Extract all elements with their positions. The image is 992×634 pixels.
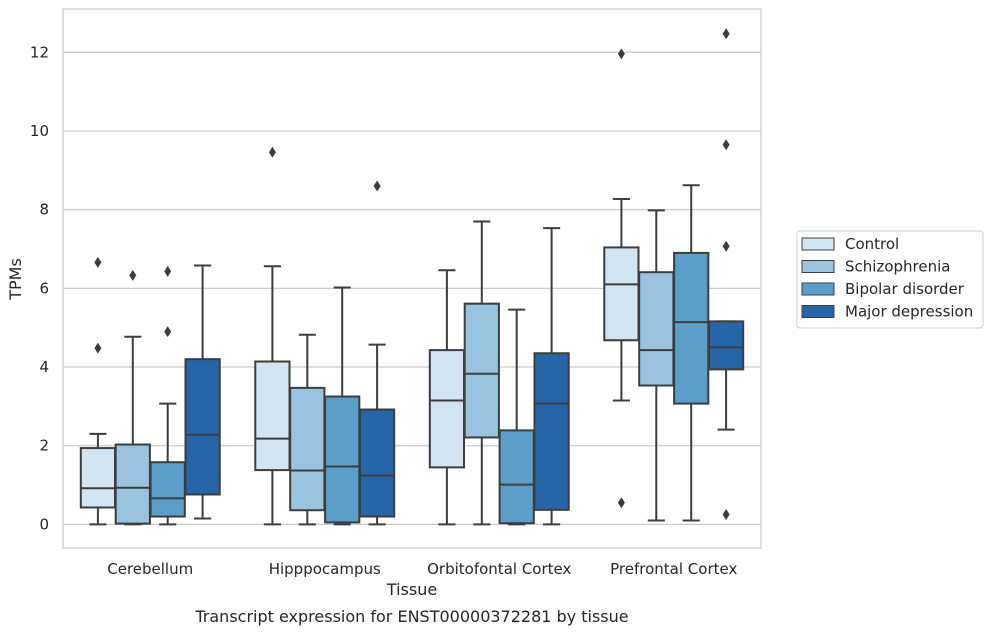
box-body bbox=[79, 447, 117, 509]
legend: Control Schizophrenia Bipolar disorder Majo… bbox=[796, 230, 984, 329]
y-tick-label: 8 bbox=[39, 201, 49, 219]
box-0-3 bbox=[184, 264, 221, 520]
gridlines bbox=[63, 51, 761, 526]
x-tick-labels: Cerebellum Hipppocampus Orbitofontal Corte… bbox=[107, 560, 737, 578]
outlier-point bbox=[617, 497, 625, 509]
legend-swatch bbox=[801, 282, 835, 296]
box-body bbox=[603, 246, 640, 342]
box-1-2 bbox=[324, 286, 361, 526]
y-tick-label: 4 bbox=[39, 358, 49, 376]
box-body bbox=[114, 443, 151, 525]
box-0-0 bbox=[79, 256, 117, 526]
box-2-0 bbox=[428, 269, 466, 526]
outlier-point bbox=[722, 139, 730, 151]
x-tick-label: Orbitofontal Cortex bbox=[427, 560, 571, 578]
box-0-1 bbox=[114, 269, 151, 526]
box-body bbox=[463, 302, 500, 439]
box-body bbox=[324, 395, 361, 524]
box-body bbox=[638, 271, 675, 387]
box-1-3 bbox=[358, 180, 396, 526]
y-tick-label: 0 bbox=[39, 515, 49, 533]
outlier-point bbox=[617, 48, 625, 60]
box-body bbox=[707, 320, 745, 371]
outlier-point bbox=[129, 269, 137, 281]
box-2-2 bbox=[498, 308, 535, 526]
legend-frame bbox=[796, 230, 984, 329]
legend-swatch bbox=[801, 260, 835, 273]
box-1-1 bbox=[289, 333, 326, 526]
outlier-point bbox=[94, 256, 102, 268]
outlier-point bbox=[94, 342, 102, 354]
outlier-point bbox=[373, 180, 381, 192]
legend-entry: Bipolar disorder bbox=[845, 280, 965, 298]
boxes bbox=[79, 28, 745, 526]
y-tick-label: 10 bbox=[30, 122, 49, 140]
outlier-point bbox=[164, 326, 172, 338]
box-2-1 bbox=[463, 220, 500, 526]
box-body bbox=[149, 461, 186, 518]
box-3-1 bbox=[638, 209, 675, 522]
box-body bbox=[289, 386, 326, 512]
box-body bbox=[533, 352, 570, 511]
box-body bbox=[498, 429, 535, 525]
y-tick-label: 6 bbox=[39, 279, 49, 297]
box-2-3 bbox=[533, 227, 570, 526]
y-axis-label: TPMs bbox=[6, 258, 25, 301]
box-3-0 bbox=[603, 48, 640, 509]
y-tick-labels: 0 2 4 6 8 10 12 bbox=[30, 43, 49, 533]
box-3-3 bbox=[707, 28, 745, 521]
box-3-2 bbox=[673, 184, 710, 522]
box-1-0 bbox=[254, 146, 291, 526]
x-tick-label: Hipppocampus bbox=[269, 560, 381, 578]
box-body bbox=[254, 360, 291, 472]
outlier-point bbox=[722, 509, 730, 521]
outlier-point bbox=[164, 265, 172, 277]
box-0-2 bbox=[149, 265, 186, 526]
x-axis-label: Tissue bbox=[386, 580, 437, 599]
y-tick-label: 2 bbox=[39, 437, 49, 455]
box-body bbox=[428, 349, 466, 469]
x-tick-label: Prefrontal Cortex bbox=[610, 560, 737, 578]
chart-caption: Transcript expression for ENST0000037228… bbox=[194, 607, 628, 626]
box-body bbox=[358, 408, 396, 518]
legend-entry: Control bbox=[845, 235, 899, 253]
outlier-point bbox=[722, 28, 730, 40]
y-tick-label: 12 bbox=[30, 43, 49, 61]
box-body bbox=[184, 358, 221, 496]
outlier-point bbox=[722, 240, 730, 252]
x-tick-label: Cerebellum bbox=[107, 560, 193, 578]
legend-swatch bbox=[801, 237, 835, 251]
legend-entry: Schizophrenia bbox=[845, 258, 950, 276]
legend-entry: Major depression bbox=[845, 303, 973, 321]
legend-swatch bbox=[801, 305, 835, 318]
outlier-point bbox=[268, 146, 276, 158]
box-body bbox=[673, 251, 710, 405]
